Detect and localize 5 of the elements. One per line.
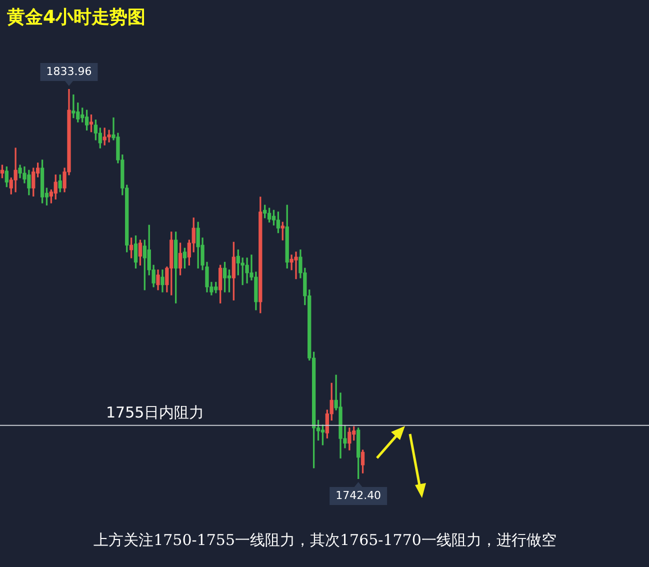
- ref-line-label: 1755日内阻力: [106, 404, 204, 422]
- annotation: 1833.96: [46, 64, 92, 78]
- text: 上方关注1750-1755一线阻力，其次1765-1770一线阻力，进行做空: [94, 530, 556, 549]
- chart-title: 黄金4小时走势图: [7, 6, 146, 29]
- annotation: 1742.40: [336, 488, 382, 502]
